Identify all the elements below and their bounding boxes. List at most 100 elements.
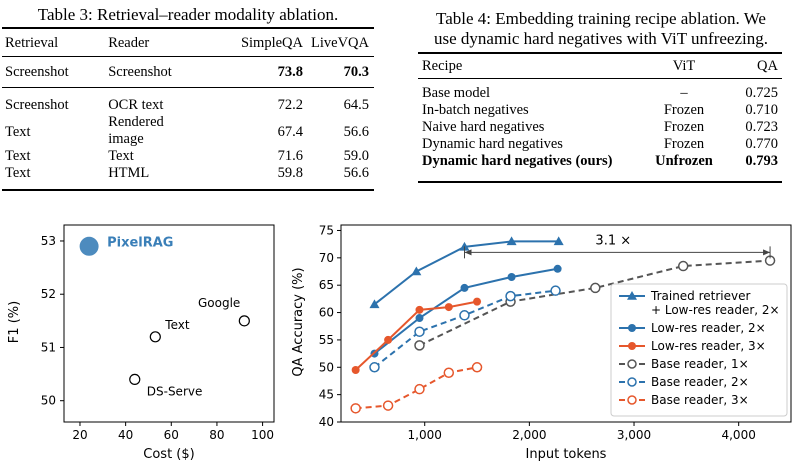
table-row: In-batch negatives Frozen 0.710 [418,102,782,119]
x-tick-label: 20 [72,428,87,442]
legend-label: Low-res reader, 3× [651,339,766,353]
cell: 71.6 [277,148,303,164]
legend-label: Base reader, 2× [651,375,749,389]
table-row: Text Rendered image 67.4 56.6 [1,114,373,148]
dot-marker [553,264,562,273]
cell: – [680,85,688,101]
y-tick-label: 50 [41,394,56,408]
point-label: Google [198,296,240,310]
dot-marker [628,342,636,350]
y-tick-label: 40 [319,415,334,429]
line-plot-area [340,224,792,423]
x-tick-label: 1,000 [408,428,442,442]
cell: Frozen [663,119,705,135]
cell: Naive hard negatives [422,119,545,135]
table3-caption: Table 3: Retrieval–reader modality ablat… [37,5,339,24]
scatter-ylabel: F1 (%) [7,301,22,343]
series-line [373,289,556,369]
table4: Recipe ViT QA Base model – 0.725 In-batc… [418,58,782,170]
cell: In-batch negatives [422,102,529,118]
cell: Text [5,124,31,140]
open-marker [550,285,561,296]
table-row: Retrieval Reader SimpleQA LiveVQA [1,35,373,52]
scatter-point [79,236,99,256]
y-tick-label: 51 [41,340,56,354]
x-tick-label: 3,000 [617,428,651,442]
cell: Screenshot [5,64,69,80]
header-cell: SimpleQA [240,35,303,51]
cell: Base model [422,85,491,101]
scatter-point [129,373,141,386]
cell: 56.6 [343,165,369,181]
table4-caption: Table 4: Embedding training recipe ablat… [398,9,804,49]
cell: 0.793 [745,153,778,169]
legend-label: Trained retriever [650,289,751,303]
cell: Text [5,165,31,181]
arrow-head [763,249,771,256]
dot-marker [415,305,424,314]
line-ylabel: QA Accuracy (%) [291,267,306,376]
table-row: Recipe ViT QA [418,58,782,81]
scatter-plot-area [63,224,275,423]
arrow-head [464,249,472,256]
header-cell: Retrieval [5,35,59,51]
header-cell: ViT [672,58,696,74]
tokens-accuracy-line-chart: Input tokens QA Accuracy (%) 1,000 2,000 3… [291,223,792,462]
table4-caption-line1: Table 4: Embedding training recipe ablat… [436,9,766,28]
point-label: PixelRAG [107,235,173,250]
table3-bottom-rule [2,189,374,191]
dot-marker [473,297,482,306]
triangle-marker [627,291,637,300]
table3: Retrieval Reader SimpleQA LiveVQA Screen… [1,35,373,182]
cell: Frozen [663,102,705,118]
cell: 59.8 [277,165,303,181]
open-marker [414,326,425,337]
cell: 73.8 [277,64,303,80]
x-tick-label: 4,000 [721,428,755,442]
table-row: Naive hard negatives Frozen 0.723 [418,119,782,136]
cell: Dynamic hard negatives (ours) [422,153,613,169]
cell: Frozen [663,136,705,152]
cell: 59.0 [343,148,369,164]
header-cell: LiveVQA [311,35,369,51]
y-tick-label: 75 [319,223,334,237]
cell: Dynamic hard negatives [422,136,563,152]
header-cell: Recipe [422,58,463,74]
open-marker [590,282,601,294]
legend-label: Base reader, 1× [651,357,749,371]
x-tick-label: 100 [251,428,274,442]
x-tick-label: 60 [164,428,179,442]
table4-caption-line2: use dynamic hard negatives with ViT unfr… [433,29,768,48]
open-marker [414,340,425,351]
header-cell: Reader [108,35,150,51]
y-tick-label: 50 [319,360,334,374]
open-marker [414,383,425,395]
y-tick-label: 45 [319,388,334,402]
dot-marker [444,303,453,312]
dot-marker [415,314,424,323]
table-row: Screenshot Screenshot 73.8 70.3 [1,52,373,83]
open-marker [350,403,361,414]
cell: Unfrozen [655,153,713,169]
open-marker [677,260,689,272]
legend-box [610,283,788,417]
cell: 70.3 [343,64,369,80]
table-row: Dynamic hard negatives (ours) Unfrozen 0… [418,153,782,170]
legend-label: Low-res reader, 2× [651,321,766,335]
open-marker [471,362,483,373]
y-tick-label: 55 [319,333,334,347]
open-marker [505,290,516,302]
point-label: Text [164,318,190,332]
cell: 0.725 [745,85,778,101]
point-label: DS-Serve [147,384,203,398]
line-xlabel: Input tokens [526,447,607,462]
cell: 0.723 [745,119,778,135]
open-marker [627,377,637,387]
legend-label: + Low-res reader, 2× [651,303,780,317]
triangle-marker [369,299,380,309]
open-marker [627,359,637,369]
cell: Text [108,148,134,164]
header-cell: QA [757,58,778,74]
x-tick-label: 40 [118,428,133,442]
y-tick-label: 53 [41,234,56,248]
